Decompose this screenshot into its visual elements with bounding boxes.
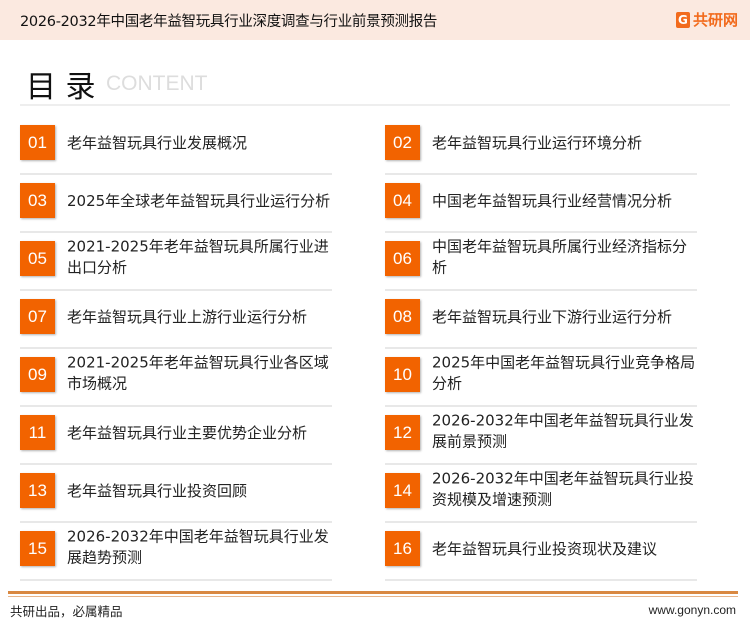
chapter-label: 2021-2025年老年益智玩具所属行业进出口分析	[67, 237, 329, 277]
chapter-number: 11	[20, 415, 55, 450]
chapter-number: 15	[20, 531, 55, 566]
toc-item[interactable]: 11 老年益智玩具行业主要优势企业分析	[20, 407, 332, 465]
toc-item[interactable]: 10 2025年中国老年益智玩具行业竞争格局分析	[385, 349, 697, 407]
toc-item[interactable]: 05 2021-2025年老年益智玩具所属行业进出口分析	[20, 233, 332, 291]
chapter-label: 老年益智玩具行业发展概况	[67, 133, 248, 152]
toc-item[interactable]: 12 2026-2032年中国老年益智玩具行业发展前景预测	[385, 407, 697, 465]
divider	[20, 104, 730, 106]
toc-item[interactable]: 07 老年益智玩具行业上游行业运行分析	[20, 291, 332, 349]
chapter-number: 09	[20, 357, 55, 392]
chapter-number: 04	[385, 183, 420, 218]
chapter-label: 老年益智玩具行业投资回顾	[67, 481, 248, 500]
footer-rule-thin	[8, 596, 738, 597]
chapter-label: 老年益智玩具行业运行环境分析	[432, 133, 643, 152]
chapter-label: 2026-2032年中国老年益智玩具行业发展前景预测	[432, 411, 694, 451]
chapter-number: 12	[385, 415, 420, 450]
chapter-number: 08	[385, 299, 420, 334]
toc-item[interactable]: 03 2025年全球老年益智玩具行业运行分析	[20, 175, 332, 233]
toc-item[interactable]: 16 老年益智玩具行业投资现状及建议	[385, 523, 697, 581]
logo-g-icon: G	[675, 11, 690, 28]
chapter-label: 老年益智玩具行业下游行业运行分析	[432, 307, 673, 326]
logo: G 共研网	[675, 9, 738, 30]
toc-item[interactable]: 08 老年益智玩具行业下游行业运行分析	[385, 291, 697, 349]
chapter-label: 中国老年益智玩具所属行业经济指标分析	[432, 237, 688, 277]
toc-title: 目 录	[26, 70, 96, 105]
chapter-number: 02	[385, 125, 420, 160]
chapter-label: 中国老年益智玩具行业经营情况分析	[432, 191, 673, 210]
chapter-number: 05	[20, 241, 55, 276]
chapter-label: 老年益智玩具行业投资现状及建议	[432, 539, 658, 558]
toc-item[interactable]: 13 老年益智玩具行业投资回顾	[20, 465, 332, 523]
toc-subtitle: CONTENT	[106, 72, 208, 95]
logo-text: 共研网	[692, 11, 738, 29]
footer-url: www.gonyn.com	[648, 603, 736, 617]
chapter-number: 16	[385, 531, 420, 566]
chapter-label: 2026-2032年中国老年益智玩具行业发展趋势预测	[67, 527, 329, 567]
chapter-number: 01	[20, 125, 55, 160]
chapter-number: 14	[385, 473, 420, 508]
chapter-label: 老年益智玩具行业主要优势企业分析	[67, 423, 308, 442]
footer-rule	[8, 591, 738, 594]
chapter-number: 10	[385, 357, 420, 392]
chapter-label: 2021-2025年老年益智玩具行业各区域市场概况	[67, 353, 329, 393]
footer-slogan: 共研出品，必属精品	[10, 604, 123, 619]
chapter-number: 06	[385, 241, 420, 276]
toc-item[interactable]: 02 老年益智玩具行业运行环境分析	[385, 117, 697, 175]
header: 2026-2032年中国老年益智玩具行业深度调查与行业前景预测报告 G 共研网	[0, 0, 750, 40]
chapter-label: 2026-2032年中国老年益智玩具行业投资规模及增速预测	[432, 469, 694, 509]
toc-item[interactable]: 04 中国老年益智玩具行业经营情况分析	[385, 175, 697, 233]
toc-item[interactable]: 14 2026-2032年中国老年益智玩具行业投资规模及增速预测	[385, 465, 697, 523]
chapter-label: 老年益智玩具行业上游行业运行分析	[67, 307, 308, 326]
chapter-label: 2025年中国老年益智玩具行业竞争格局分析	[432, 353, 696, 393]
toc-item[interactable]: 06 中国老年益智玩具所属行业经济指标分析	[385, 233, 697, 291]
chapter-number: 13	[20, 473, 55, 508]
chapter-label: 2025年全球老年益智玩具行业运行分析	[67, 191, 331, 210]
chapter-number: 07	[20, 299, 55, 334]
chapter-number: 03	[20, 183, 55, 218]
toc-item[interactable]: 01 老年益智玩具行业发展概况	[20, 117, 332, 175]
report-title: 2026-2032年中国老年益智玩具行业深度调查与行业前景预测报告	[20, 14, 438, 30]
toc-item[interactable]: 09 2021-2025年老年益智玩具行业各区域市场概况	[20, 349, 332, 407]
toc-item[interactable]: 15 2026-2032年中国老年益智玩具行业发展趋势预测	[20, 523, 332, 581]
